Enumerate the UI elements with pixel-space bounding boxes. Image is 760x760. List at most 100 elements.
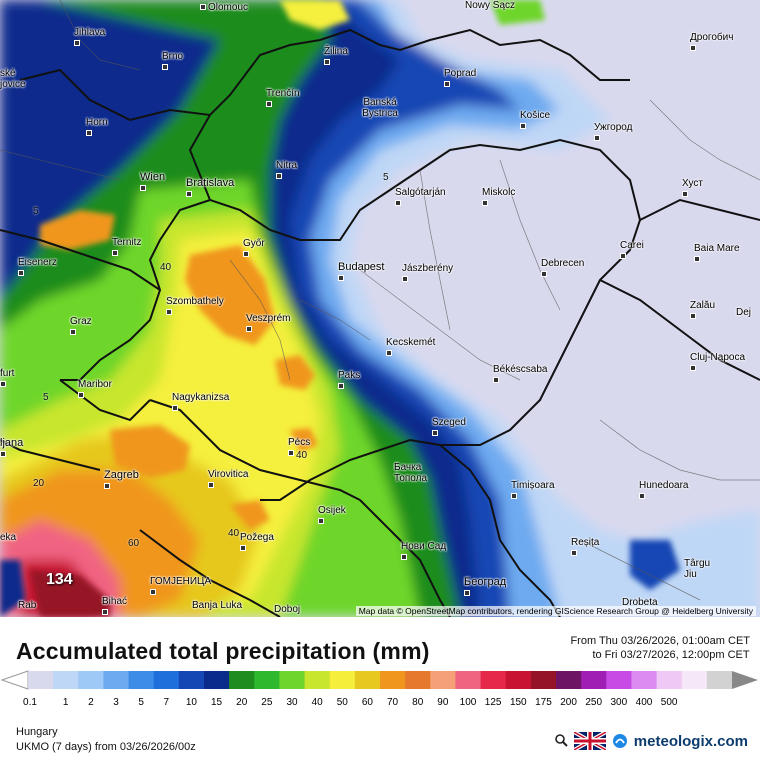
isoline-label: 40 (296, 450, 308, 461)
scale-swatch (204, 671, 230, 689)
city-label: Jászberény (402, 263, 453, 285)
scale-swatch (28, 671, 54, 689)
scale-swatch (279, 671, 306, 689)
scale-tick-label: 10 (185, 697, 197, 708)
scale-tick-label: 3 (113, 697, 119, 708)
scale-tick-label: 0.1 (23, 697, 37, 708)
scale-tick-label: 250 (585, 697, 603, 708)
brand-name: meteologix.com (633, 732, 748, 750)
city-label: Târgu Jiu (684, 558, 711, 580)
isoline-label: 20 (33, 478, 45, 489)
city-label: Jihlava (74, 27, 105, 49)
city-label: Хуст (682, 178, 703, 200)
scale-tick-label: 5 (138, 697, 144, 708)
scale-swatch (581, 671, 607, 689)
scale-tick-label: 125 (484, 697, 502, 708)
city-label: Nagykanizsa (172, 392, 229, 414)
region-name: Hungary (16, 726, 58, 738)
scale-tick-label: 80 (412, 697, 424, 708)
peak-value-label: 134 (46, 571, 73, 588)
scale-swatch (480, 671, 507, 689)
scale-tick-label: 25 (261, 697, 273, 708)
city-label: Бачка Топола (394, 462, 428, 484)
scale-swatch (304, 671, 331, 689)
scale-swatch (103, 671, 130, 689)
city-label: Osijek (318, 505, 346, 527)
precipitation-map: 40 5 5 20 60 40 40 5 134 Olomouc Nowy Są… (0, 0, 760, 617)
city-label: Дрогобич (690, 32, 733, 54)
scale-swatch (505, 671, 532, 689)
city-label: Požega (240, 532, 274, 554)
scale-swatch (530, 671, 557, 689)
city-label: Miskolc (482, 187, 515, 209)
scale-swatch (556, 671, 582, 689)
city-label: Békéscsaba (493, 364, 547, 386)
period-to: to Fri 03/27/2026, 12:00pm CET (592, 649, 750, 661)
city-label: Carei (620, 240, 644, 262)
scale-tick-label: 400 (635, 697, 653, 708)
isoline-label: 5 (383, 172, 389, 183)
scale-swatch (380, 671, 406, 689)
scale-swatch (178, 671, 205, 689)
city-label: Bratislava (186, 178, 234, 200)
scale-tick-label: 1 (62, 697, 69, 708)
scale-tick-label: 100 (459, 697, 477, 708)
meteologix-logo-icon (612, 734, 627, 748)
city-label: Pécs (288, 437, 310, 459)
period-from: From Thu 03/26/2026, 01:00am CET (570, 635, 750, 647)
city-label: Ужгород (594, 122, 632, 144)
scale-swatch (656, 671, 683, 689)
city-label: Zalău (690, 300, 715, 322)
city-label: Poprad (444, 68, 476, 90)
scale-tick-label: 2 (88, 697, 94, 708)
city-label: Banská Bystrica (362, 97, 398, 119)
city-label: Szombathely (166, 296, 224, 318)
brand-logo[interactable]: meteologix.com (554, 731, 748, 751)
scale-tick-label: 70 (387, 697, 399, 708)
isoline-label: 60 (128, 538, 140, 549)
map-attribution[interactable]: Map data © OpenStreetMap contributors, r… (355, 606, 756, 616)
isoline-label: 5 (43, 392, 49, 403)
city-label: Drobeta (622, 597, 658, 608)
isoline-label: 40 (228, 528, 240, 539)
hd-magnifier-icon[interactable] (554, 733, 568, 749)
map-canvas (0, 0, 760, 617)
uk-flag-icon[interactable] (573, 732, 606, 750)
scale-tick-label: 7 (163, 697, 170, 708)
scale-swatch (706, 671, 733, 689)
city-label: Ternitz (112, 237, 141, 259)
city-label: Београд (464, 577, 506, 599)
scale-swatch (405, 671, 431, 689)
scale-swatch (229, 671, 255, 689)
city-label: Rab (18, 600, 37, 611)
city-label: furt (0, 368, 14, 390)
scale-tick-label: 60 (361, 697, 373, 708)
scale-tick-label: 300 (610, 697, 628, 708)
scale-tick-label: 30 (286, 697, 298, 708)
city-label: Banja Luka (192, 600, 243, 611)
scale-swatch (681, 671, 708, 689)
city-label: Eisenerz (18, 257, 57, 279)
city-label: Maribor (78, 379, 112, 401)
city-label: Hunedoara (639, 480, 688, 502)
city-label: Dej (736, 307, 752, 318)
city-label: Baia Mare (694, 243, 740, 265)
city-label: Bihać (102, 596, 127, 617)
city-label: Virovitica (208, 469, 248, 491)
city-label: Olomouc (200, 2, 248, 13)
city-label: Нови Сад (401, 541, 446, 563)
city-label: Nitra (276, 160, 297, 182)
city-label: Cluj-Napoca (690, 352, 745, 374)
city-label: Debrecen (541, 258, 584, 280)
city-label: Győr (243, 238, 265, 260)
city-label: Doboj (274, 604, 301, 615)
city-label: Budapest (338, 262, 384, 284)
forecast-period: From Thu 03/26/2026, 01:00am CET to Fri … (570, 634, 750, 662)
city-label: Košice (520, 110, 550, 132)
scale-swatch (53, 671, 79, 689)
city-label: Zagreb (104, 470, 139, 492)
scale-swatch (455, 671, 482, 689)
scale-tick-label: 20 (236, 697, 248, 708)
city-label: Wien (140, 172, 165, 194)
color-scale-labels: 0.1 1 2 3 5 7 10 15 20 25 30 40 50 60 70 80 90 100 125 150 1… (0, 697, 760, 711)
